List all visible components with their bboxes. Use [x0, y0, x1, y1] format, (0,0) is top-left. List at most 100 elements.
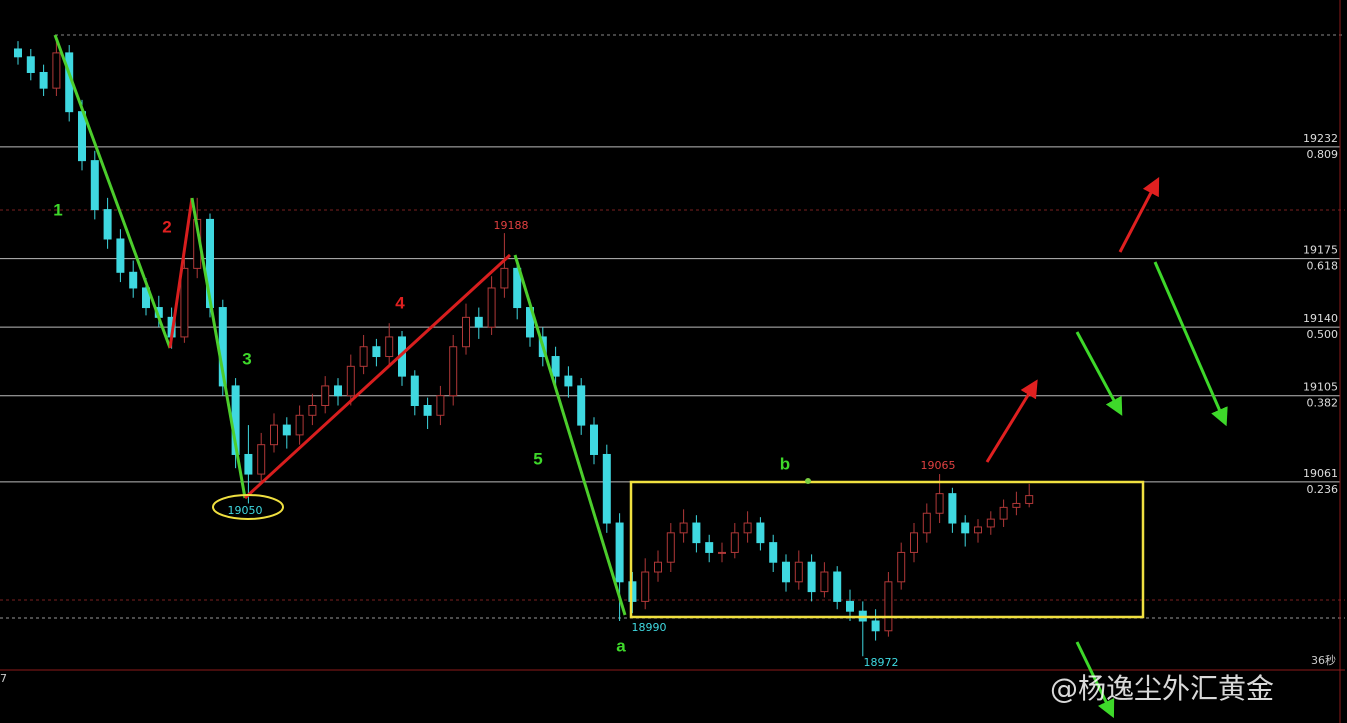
range-box — [629, 480, 1145, 619]
price-label: 19065 — [921, 459, 956, 472]
candle-body — [641, 571, 650, 602]
candle-body — [794, 561, 803, 583]
candle-body — [756, 522, 765, 544]
candle-body — [500, 267, 509, 289]
candle-body — [129, 271, 138, 289]
level-price: 19232 — [1303, 132, 1338, 145]
level-ratio: 0.382 — [1307, 397, 1339, 410]
candle-body — [410, 375, 419, 407]
arrows — [985, 177, 1228, 719]
wave-line — [243, 253, 512, 500]
candle-body — [807, 561, 816, 593]
candle-body — [628, 581, 637, 602]
candle-body — [871, 620, 880, 632]
arrow — [1075, 641, 1115, 719]
wave-label: a — [616, 636, 626, 655]
candle-body — [564, 375, 573, 387]
candle-body — [769, 542, 778, 563]
candle-body — [602, 453, 611, 524]
candle-body — [180, 267, 189, 338]
level-price: 19175 — [1303, 244, 1338, 257]
candle-body — [26, 56, 35, 73]
watermark: @杨逸尘外汇黄金 — [1050, 672, 1274, 705]
candle-body — [705, 542, 714, 553]
wave-label: 3 — [242, 349, 251, 368]
wave-line — [190, 197, 247, 499]
candle-body — [449, 346, 458, 397]
candle-body — [910, 532, 918, 553]
candle-body — [935, 493, 944, 514]
candle-body — [462, 316, 470, 348]
candle-body — [590, 424, 598, 455]
candle-body — [282, 424, 291, 436]
corner-label: 7 — [0, 672, 7, 685]
arrow — [1153, 261, 1228, 427]
candle-body — [846, 600, 854, 612]
level-price: 19140 — [1303, 312, 1338, 325]
candle-body — [679, 522, 688, 534]
arrow — [1075, 331, 1123, 416]
highlight-ellipse — [212, 494, 284, 520]
wave-lines — [53, 34, 627, 616]
candle-body — [654, 561, 662, 573]
candle-body — [922, 512, 931, 534]
candle-body — [474, 316, 483, 328]
wave-label: 4 — [395, 293, 405, 312]
level-ratio: 0.500 — [1307, 328, 1339, 341]
candle-body — [346, 365, 355, 397]
price-label: 18972 — [864, 656, 899, 669]
candle-body — [974, 526, 982, 534]
arrow — [985, 379, 1038, 463]
level-price: 19061 — [1303, 467, 1338, 480]
candle-body — [14, 48, 22, 58]
candle-body — [833, 571, 842, 602]
candle-body — [103, 209, 112, 240]
candle-body — [718, 551, 726, 554]
candle-body — [52, 52, 61, 89]
candle-body — [513, 267, 522, 309]
candle-body — [244, 453, 253, 475]
candle-body — [884, 581, 893, 632]
level-ratio: 0.809 — [1307, 148, 1339, 161]
arrow — [1118, 177, 1160, 253]
price-label: 18990 — [632, 621, 667, 634]
candle-body — [385, 336, 394, 358]
candle-body — [372, 346, 381, 358]
candle-body — [142, 287, 150, 309]
candle-body — [295, 414, 304, 436]
candle-body — [423, 405, 432, 416]
candle-body — [359, 346, 368, 367]
candle-body — [436, 395, 445, 416]
level-ratio: 0.236 — [1307, 483, 1339, 496]
wave-label: b — [780, 454, 790, 473]
candle-body — [1012, 502, 1021, 508]
candle-body — [948, 493, 957, 524]
candle-body — [897, 551, 906, 583]
price-label: 19050 — [228, 504, 263, 517]
candle-body — [1025, 495, 1034, 504]
candle-body — [257, 444, 266, 475]
wave-line — [53, 34, 172, 349]
candle-body — [116, 238, 125, 273]
candle-body — [986, 518, 995, 528]
wave-label: 2 — [162, 217, 171, 236]
candle-body — [730, 532, 739, 553]
point — [805, 478, 811, 484]
candle-body — [577, 385, 586, 426]
wave-label: 5 — [533, 449, 542, 468]
wave-line — [168, 197, 194, 349]
candle-body — [615, 522, 624, 583]
candle-body — [334, 385, 342, 397]
wave-label: 1 — [53, 200, 62, 219]
candle-body — [743, 522, 752, 534]
candle-body — [39, 71, 48, 89]
level-price: 19105 — [1303, 381, 1338, 394]
candle-body — [487, 287, 496, 328]
timer: 36秒 — [1311, 653, 1336, 667]
candle-body — [999, 506, 1008, 520]
candle-body — [666, 532, 675, 563]
candle-body — [782, 561, 790, 583]
candle-body — [820, 571, 829, 593]
